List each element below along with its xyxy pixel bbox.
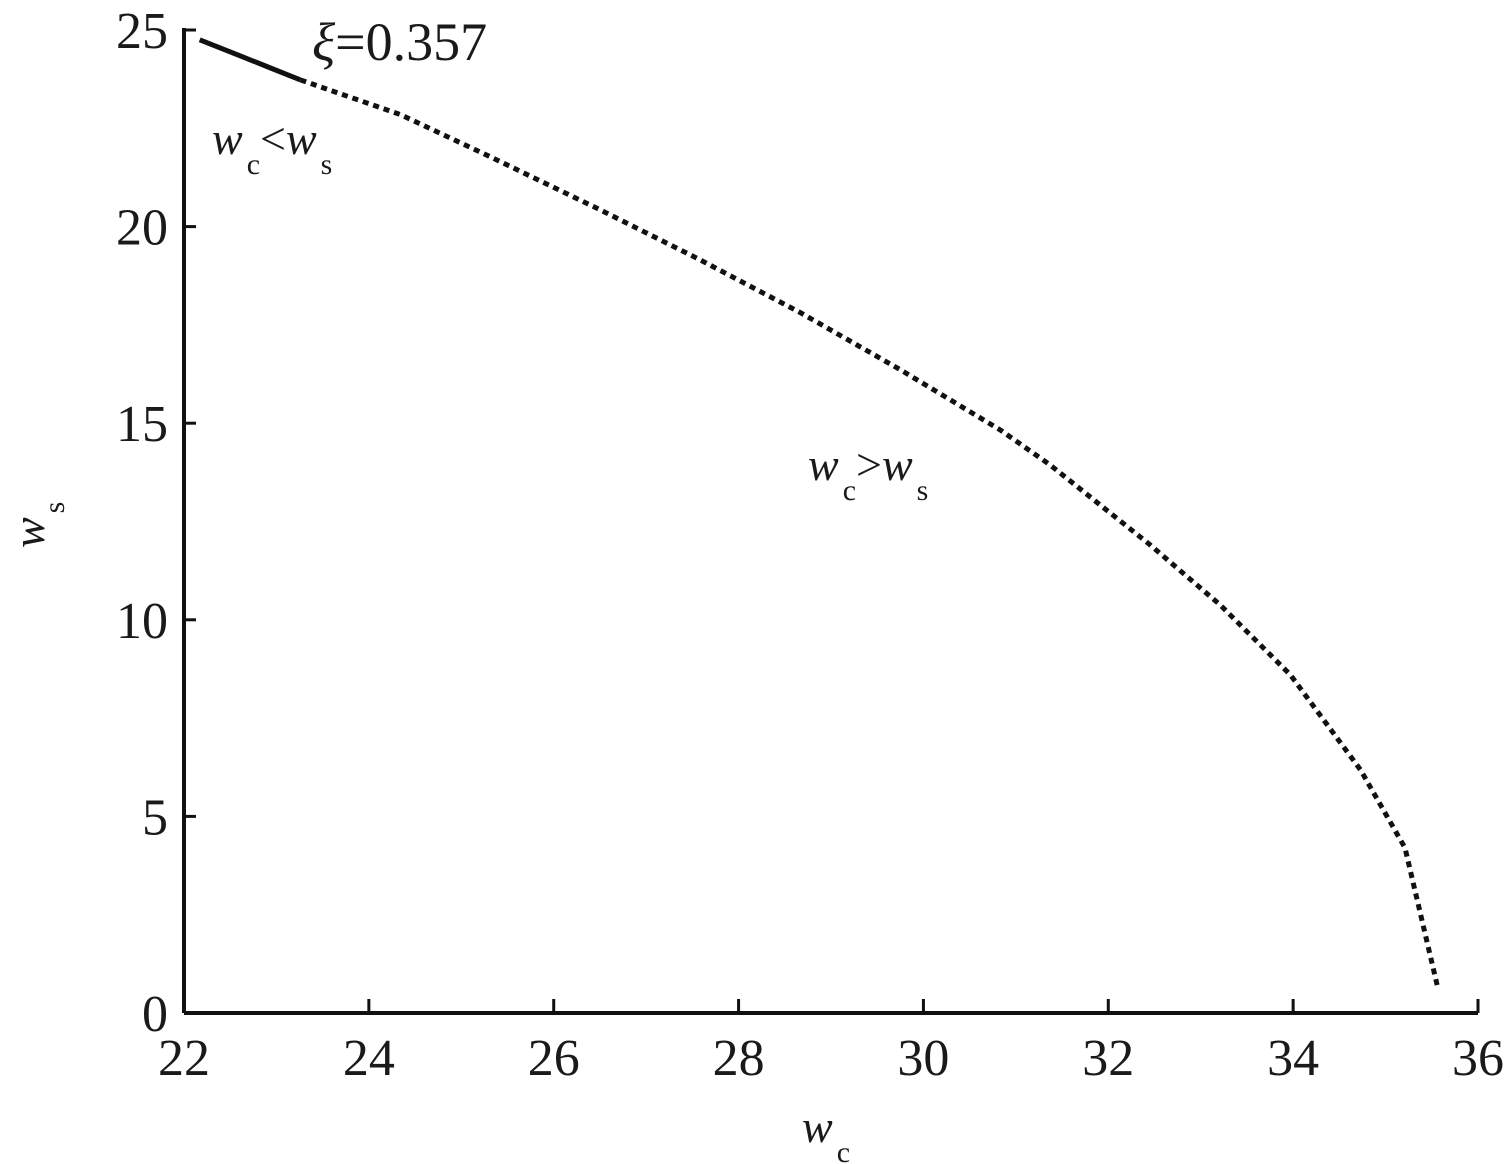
annotation-text: >: [856, 439, 882, 490]
x-tick-label: 34: [1267, 1030, 1319, 1087]
series-line: [198, 37, 302, 83]
annotation-text: ξ: [312, 12, 336, 72]
annotation-sub: c: [247, 148, 260, 181]
x-tick-label: 30: [897, 1030, 949, 1087]
annotation-text: <: [260, 113, 286, 164]
annotation-text: w: [212, 113, 243, 164]
x-tick-label: 24: [343, 1030, 395, 1087]
annotation-text: w: [286, 113, 317, 164]
y-tick-label: 10: [116, 593, 168, 650]
y-tick-label: 20: [116, 200, 168, 257]
x-label-main: w: [802, 1101, 833, 1152]
y-axis-label: ws: [3, 502, 71, 548]
annotation-sub: c: [843, 474, 856, 507]
y-tick-label: 15: [116, 396, 168, 453]
annotation-sub: s: [917, 474, 929, 507]
annotation-text: =0.357: [335, 12, 487, 72]
x-tick-label: 36: [1452, 1030, 1504, 1087]
x-tick-label: 22: [158, 1030, 210, 1087]
annotation-text: w: [808, 439, 839, 490]
x-axis-label: wc: [802, 1101, 850, 1164]
annotation: wc<ws: [212, 113, 332, 181]
y-tick-label: 25: [116, 3, 168, 60]
annotation-sub: s: [321, 148, 333, 181]
y-label-main: w: [3, 517, 54, 548]
series-line: [299, 77, 1441, 991]
y-label-sub: s: [38, 502, 71, 514]
x-tick-label: 26: [528, 1030, 580, 1087]
x-label-sub: c: [837, 1136, 850, 1164]
annotation-text: w: [882, 439, 913, 490]
x-tick-label: 32: [1082, 1030, 1134, 1087]
annotation: wc>ws: [808, 439, 928, 507]
x-tick-label: 28: [713, 1030, 765, 1087]
y-tick-label: 0: [142, 986, 168, 1043]
annotation: ξ=0.357: [312, 12, 487, 72]
y-tick-label: 5: [142, 789, 168, 846]
